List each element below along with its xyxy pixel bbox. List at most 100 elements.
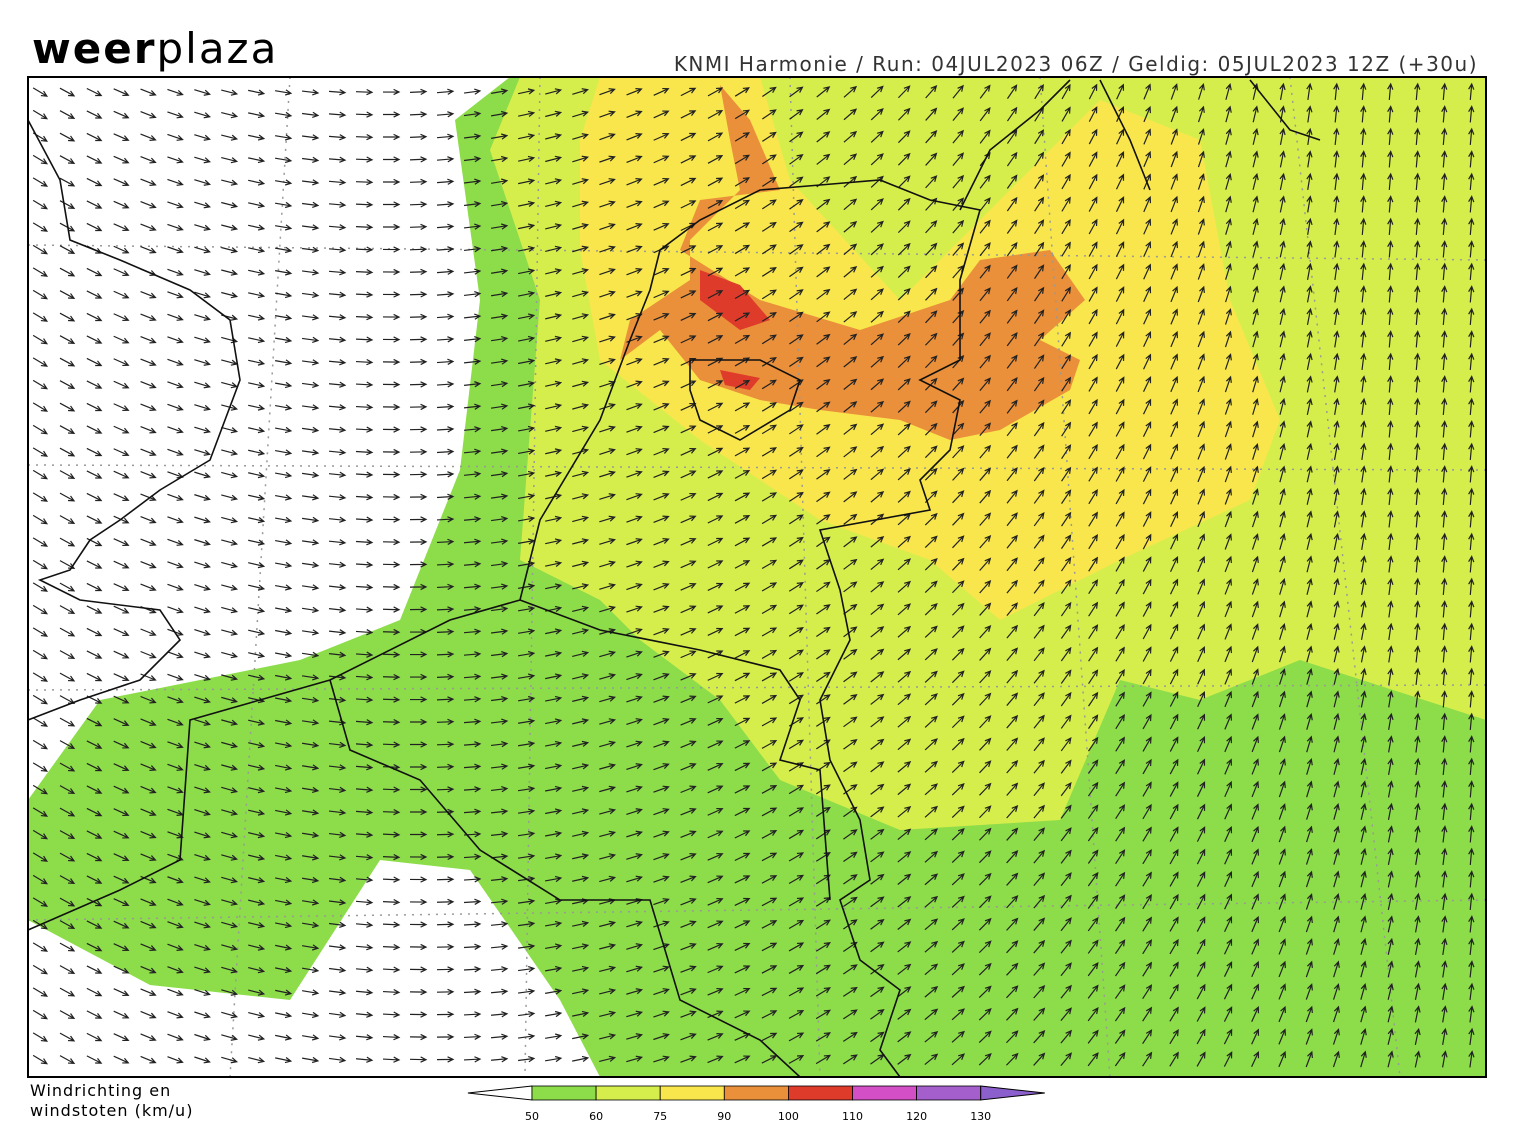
wind-arrow	[707, 672, 724, 681]
wind-arrow	[490, 876, 509, 883]
wind-arrow	[382, 156, 401, 163]
wind-arrow	[1333, 285, 1340, 303]
wind-arrow	[897, 738, 912, 751]
wind-arrow	[518, 425, 536, 433]
wind-arrow	[1414, 735, 1421, 753]
wind-arrow	[707, 605, 724, 614]
wind-arrow	[952, 377, 965, 391]
wind-arrow	[1033, 579, 1045, 594]
wind-arrow	[518, 245, 536, 253]
wind-arrow	[1006, 354, 1018, 369]
wind-arrow	[843, 130, 858, 143]
wind-arrow	[1061, 218, 1071, 235]
wind-arrow	[788, 627, 804, 637]
wind-arrow	[86, 222, 103, 232]
wind-arrow	[572, 718, 590, 725]
wind-arrow	[113, 538, 130, 547]
wind-arrow	[951, 737, 965, 751]
wind-arrow	[140, 133, 157, 141]
wind-arrow	[951, 1053, 966, 1066]
wind-arrow	[653, 222, 670, 231]
wind-arrow	[302, 989, 320, 996]
wind-arrow	[140, 493, 157, 501]
wind-arrow	[59, 515, 76, 525]
wind-arrow	[355, 133, 374, 141]
wind-arrow	[1196, 871, 1206, 887]
wind-arrow	[897, 1053, 912, 1065]
wind-arrow	[1468, 105, 1475, 123]
wind-arrow	[1115, 781, 1126, 797]
wind-arrow	[275, 561, 293, 569]
wind-arrow	[275, 359, 293, 366]
wind-arrow	[1087, 781, 1099, 797]
wind-arrow	[1279, 578, 1286, 595]
wind-arrow	[140, 470, 157, 479]
wind-arrow	[870, 783, 885, 795]
wind-arrow	[490, 583, 509, 590]
wind-arrow	[1278, 1028, 1287, 1045]
wind-arrow	[194, 291, 211, 299]
wind-arrow	[1088, 376, 1098, 392]
wind-arrow	[490, 943, 509, 950]
wind-arrow	[1468, 960, 1475, 978]
wind-arrow	[355, 741, 374, 748]
wind-arrow	[1441, 465, 1448, 483]
wind-arrow	[952, 467, 965, 481]
wind-arrow	[626, 155, 643, 163]
wind-arrow	[870, 378, 885, 391]
wind-arrow	[490, 470, 509, 478]
wind-arrow	[1252, 240, 1259, 258]
wind-arrow	[653, 290, 670, 299]
wind-arrow	[843, 558, 858, 570]
wind-arrow	[789, 131, 804, 143]
wind-arrow	[140, 425, 157, 434]
wind-arrow	[952, 107, 964, 122]
wind-arrow	[761, 559, 778, 570]
wind-arrow	[518, 740, 536, 748]
wind-arrow	[491, 335, 509, 343]
wind-arrow	[734, 965, 751, 974]
wind-arrow	[194, 201, 211, 209]
wind-arrow	[924, 895, 939, 908]
wind-arrow	[680, 1010, 697, 1018]
wind-arrow	[463, 268, 482, 275]
wind-arrow	[761, 604, 778, 615]
wind-arrow	[1360, 915, 1367, 933]
grid-line	[28, 684, 1486, 691]
wind-arrow	[328, 426, 347, 433]
wind-arrow	[1414, 262, 1421, 281]
wind-arrow	[140, 920, 157, 929]
wind-arrow	[1333, 172, 1340, 191]
wind-arrow	[86, 987, 103, 997]
wind-arrow	[140, 695, 157, 704]
wind-arrow	[1224, 735, 1233, 753]
wind-arrow	[86, 267, 103, 277]
wind-arrow	[86, 762, 103, 772]
wind-arrow	[1387, 487, 1394, 506]
wind-arrow	[275, 1011, 293, 1019]
wind-arrow	[248, 359, 266, 366]
wind-arrow	[248, 989, 266, 996]
wind-arrow	[518, 515, 536, 523]
wind-arrow	[707, 109, 724, 119]
wind-arrow	[870, 1031, 885, 1043]
wind-arrow	[1305, 938, 1313, 955]
wind-arrow	[1252, 262, 1259, 280]
wind-arrow	[275, 381, 293, 389]
wind-arrow	[409, 853, 428, 861]
wind-arrow	[275, 156, 293, 164]
wind-arrow	[32, 289, 49, 300]
wind-arrow	[248, 809, 266, 816]
wind-arrow	[572, 110, 589, 118]
wind-arrow	[275, 809, 293, 816]
wind-arrow	[275, 921, 293, 929]
wind-arrow	[1115, 826, 1126, 842]
wind-arrow	[1414, 420, 1421, 438]
wind-arrow	[1006, 985, 1019, 999]
wind-arrow	[382, 786, 401, 793]
wind-arrow	[924, 400, 938, 414]
wind-arrow	[409, 1033, 428, 1041]
wind-arrow	[221, 246, 239, 254]
wind-arrow	[1170, 353, 1179, 370]
wind-arrow	[979, 579, 992, 594]
